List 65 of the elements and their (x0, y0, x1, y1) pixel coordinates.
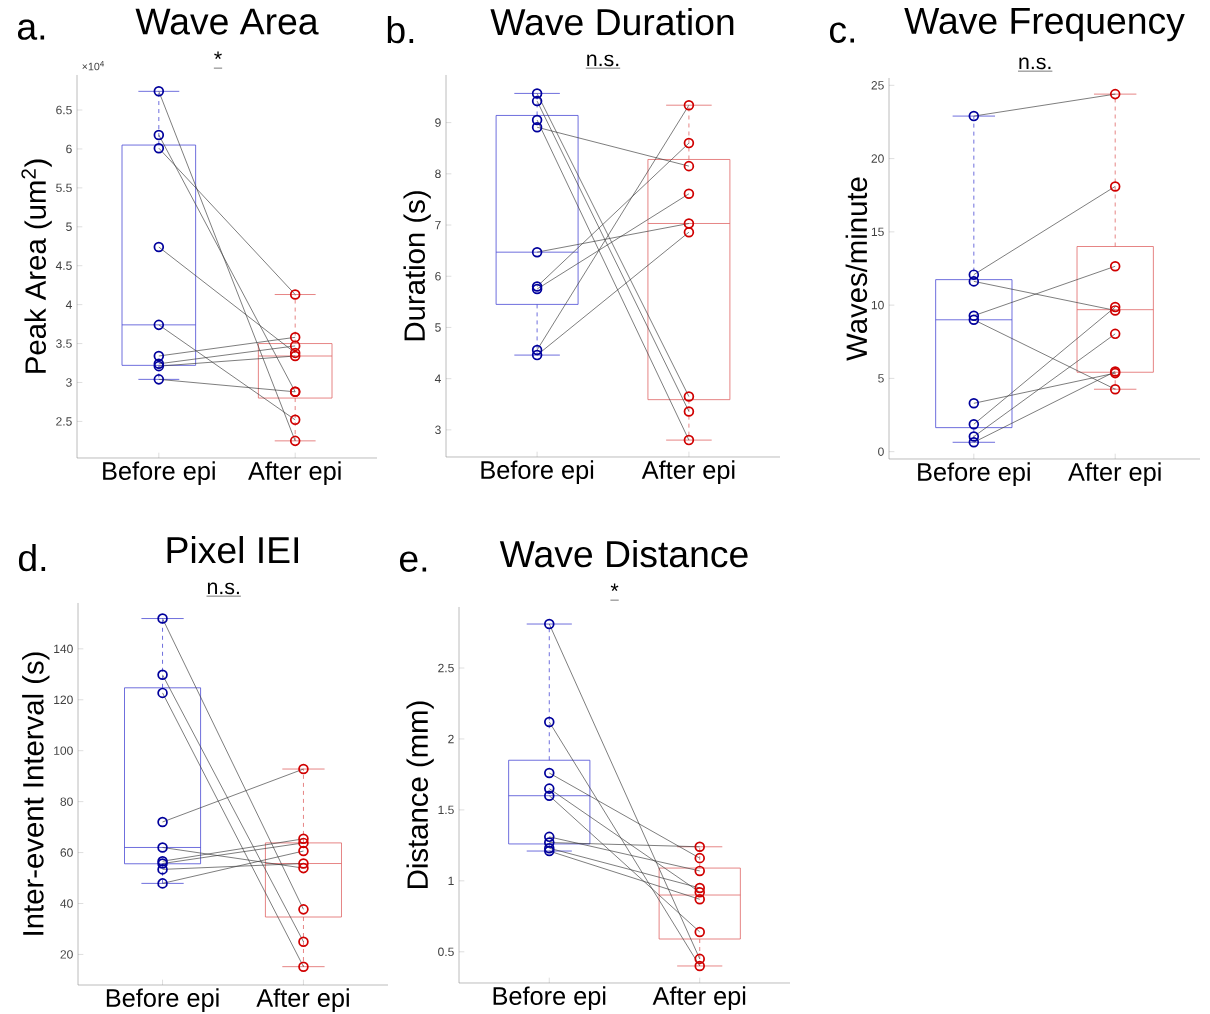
text: n.s. (207, 582, 239, 595)
y-tick-label: 15 (871, 227, 884, 237)
y-tick-label: 60 (60, 848, 73, 857)
x-tick-label: After epi (256, 988, 349, 1012)
x-tick-label: Before epi (493, 986, 606, 1010)
y-tick-label: 6.5 (56, 105, 72, 115)
y-tick-label: 4 (434, 374, 441, 383)
y-axis-title: Waves/minute (845, 177, 868, 361)
y-tick-label: 8 (435, 169, 441, 179)
y-axis-title: Peak Area (um$^{2}$) (21, 159, 52, 373)
text: c. (829, 22, 855, 43)
x-tick-label: Before epi (106, 988, 219, 1012)
y-tick-label: 120 (54, 695, 73, 705)
text: * (610, 583, 619, 592)
y-tick-label: 5 (66, 222, 72, 231)
chart-title: Wave Area (135, 8, 319, 35)
x-tick-label: After epi (1068, 462, 1161, 486)
y-tick-label: 1 (448, 876, 454, 885)
text: ×10$^{4}$ (82, 60, 105, 71)
y-axis-title: Duration (s) (403, 191, 431, 341)
chart-title: Wave Distance (499, 539, 748, 568)
y-tick-label: 80 (60, 797, 73, 806)
y-tick-label: 3 (66, 378, 72, 387)
text: a. (17, 19, 45, 40)
y-tick-label: 9 (435, 118, 441, 127)
y-tick-label: 100 (54, 746, 73, 755)
y-tick-label: 4 (65, 300, 72, 309)
y-tick-label: 3 (435, 425, 441, 435)
y-tick-label: 6 (66, 144, 72, 154)
y-tick-label: 6 (435, 271, 441, 281)
x-tick-label: After epi (641, 460, 735, 484)
y-tick-label: 1.5 (438, 805, 454, 815)
chart-title: Pixel IEI (167, 535, 298, 564)
y-tick-label: 20 (60, 950, 73, 959)
y-tick-label: 2 (448, 734, 454, 744)
text: * (214, 51, 222, 60)
y-tick-label: 20 (871, 154, 884, 163)
y-tick-label: 140 (54, 644, 73, 654)
y-tick-label: 0.5 (438, 947, 454, 957)
y-tick-label: 2.5 (438, 663, 454, 673)
y-tick-label: 0 (878, 447, 884, 456)
chart-title: Wave Duration (490, 7, 734, 36)
y-tick-label: 5.5 (56, 183, 72, 193)
y-axis-title: Inter-event Interval (s) (22, 652, 50, 935)
y-tick-label: 10 (871, 300, 884, 310)
y-tick-label: 5 (435, 323, 441, 332)
y-axis-title: Distance (mm) (406, 701, 434, 888)
x-tick-label: Before epi (103, 461, 215, 485)
text: n.s. (1019, 57, 1051, 70)
y-tick-label: 4.5 (55, 261, 72, 270)
text: b. (387, 15, 414, 44)
y-tick-label: 3.5 (56, 339, 72, 348)
y-tick-label: 40 (60, 899, 73, 908)
chart-title: Wave Frequency (904, 7, 1185, 42)
y-tick-label: 5 (878, 374, 884, 383)
x-tick-label: Before epi (481, 460, 594, 484)
y-tick-label: 2.5 (56, 417, 72, 426)
text: e. (399, 551, 427, 572)
y-tick-label: 25 (871, 81, 884, 90)
y-tick-label: 7 (435, 220, 441, 230)
text: n.s. (587, 54, 619, 67)
x-tick-label: Before epi (918, 462, 1030, 486)
x-tick-label: After epi (248, 461, 341, 485)
x-tick-label: After epi (652, 986, 746, 1010)
text: d. (18, 543, 46, 572)
